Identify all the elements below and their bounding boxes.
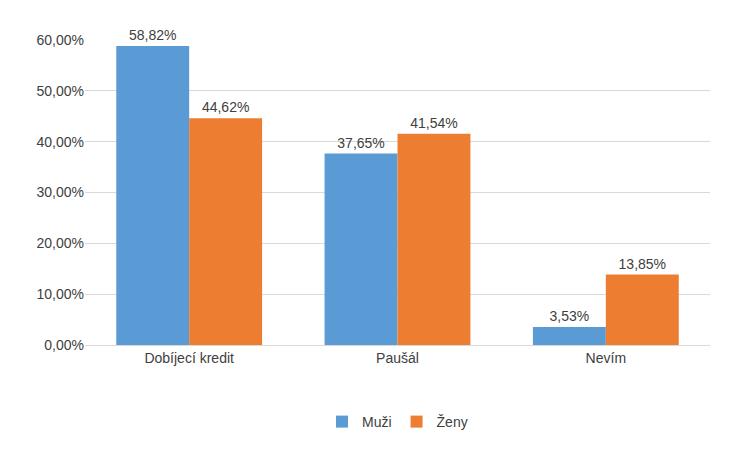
svg-text:3,53%: 3,53% bbox=[550, 308, 590, 324]
svg-text:10,00%: 10,00% bbox=[37, 286, 84, 302]
svg-text:Muži: Muži bbox=[362, 414, 392, 430]
svg-text:Ženy: Ženy bbox=[437, 414, 468, 430]
svg-text:13,85%: 13,85% bbox=[619, 256, 666, 272]
svg-text:44,62%: 44,62% bbox=[202, 99, 249, 115]
svg-text:37,65%: 37,65% bbox=[337, 135, 384, 151]
svg-text:58,82%: 58,82% bbox=[129, 27, 176, 43]
svg-text:Paušál: Paušál bbox=[376, 350, 419, 366]
svg-text:20,00%: 20,00% bbox=[37, 235, 84, 251]
svg-text:Nevím: Nevím bbox=[586, 350, 626, 366]
svg-text:60,00%: 60,00% bbox=[37, 32, 84, 48]
svg-text:40,00%: 40,00% bbox=[37, 134, 84, 150]
svg-text:0,00%: 0,00% bbox=[44, 337, 84, 353]
svg-text:50,00%: 50,00% bbox=[37, 83, 84, 99]
svg-text:Dobíjecí kredit: Dobíjecí kredit bbox=[144, 350, 234, 366]
svg-text:41,54%: 41,54% bbox=[410, 115, 457, 131]
svg-text:30,00%: 30,00% bbox=[37, 184, 84, 200]
